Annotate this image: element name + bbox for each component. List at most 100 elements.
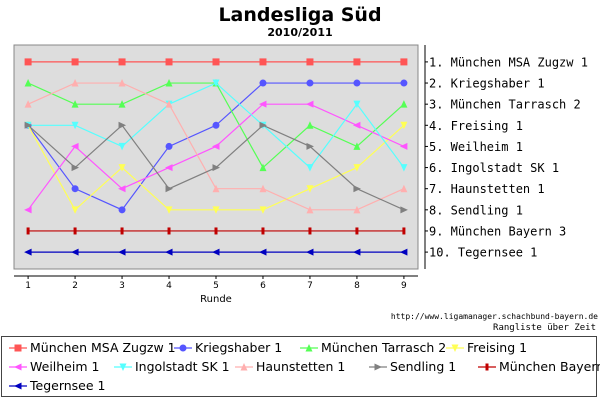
chart-subtitle: 2010/2011 [267, 26, 333, 39]
x-tick-label: 3 [119, 281, 125, 291]
data-point [120, 227, 124, 235]
legend-label: München Tarrasch 2 [321, 340, 447, 355]
data-point [400, 206, 408, 214]
source-url: http://www.ligamanager.schachbund-bayern… [390, 312, 598, 321]
data-point [73, 227, 77, 235]
y-tick-label: 6. Ingolstadt SK 1 [429, 161, 559, 175]
data-point [165, 58, 173, 66]
x-tick-label: 9 [401, 281, 407, 291]
data-point [118, 248, 126, 256]
legend-swatch-marker [179, 344, 187, 352]
data-point [400, 100, 408, 108]
data-point [399, 248, 408, 256]
legend-swatch-marker [374, 363, 382, 371]
line-chart: 1 2 3 4 5 6 7 8 9 1. München MSA Zugzw 1 2. Kriegs… [13, 44, 588, 305]
data-point [165, 185, 174, 193]
data-point [118, 121, 127, 129]
legend-swatch [300, 344, 318, 352]
legend-swatch-marker [14, 382, 22, 390]
series [26, 227, 406, 235]
data-point [353, 164, 361, 172]
data-point [165, 100, 173, 108]
legend-label: Freising 1 [467, 340, 528, 355]
legend-label: Weilheim 1 [30, 359, 100, 374]
legend-swatch [9, 363, 27, 371]
data-point [306, 58, 314, 66]
data-point [400, 58, 408, 66]
series [24, 79, 408, 214]
data-point [118, 79, 126, 87]
legend-swatch-marker [451, 344, 459, 352]
data-point [306, 205, 314, 214]
legend-swatch [9, 344, 27, 352]
data-point [165, 164, 173, 172]
series [24, 121, 408, 214]
data-point [306, 79, 314, 87]
data-point [118, 206, 126, 214]
data-point [259, 184, 267, 193]
data-point [212, 79, 220, 88]
data-point [118, 100, 126, 108]
data-point [308, 227, 312, 235]
x-tick-label: 7 [307, 281, 313, 291]
data-point [353, 205, 361, 214]
data-point [212, 164, 220, 172]
data-point [259, 163, 267, 172]
data-point [71, 100, 79, 108]
x-tick-label: 1 [25, 281, 31, 291]
legend-swatch-marker [485, 363, 489, 371]
data-point [167, 227, 171, 235]
y-tick-label: 2. Kriegshaber 1 [429, 77, 545, 91]
series [24, 248, 408, 256]
y-tick-label: 9. München Bayern 3 [429, 224, 566, 238]
legend-swatch-marker [14, 363, 22, 371]
data-point [71, 58, 79, 66]
legend-swatch [174, 344, 192, 352]
legend-label: München Bayern 3 [499, 359, 600, 374]
data-point [305, 248, 314, 256]
data-point [306, 121, 314, 129]
data-point [306, 185, 314, 193]
legend-label: München MSA Zugzw 1 [30, 340, 176, 355]
data-point [118, 58, 126, 66]
data-point [214, 227, 218, 235]
data-point [258, 248, 267, 256]
data-point [212, 142, 220, 150]
data-point [259, 206, 267, 214]
x-tick-label: 2 [72, 281, 78, 291]
y-tick-label: 1. München MSA Zugzw 1 [429, 55, 588, 69]
legend-swatch [478, 363, 496, 371]
data-point [71, 79, 79, 87]
data-point [24, 121, 33, 129]
data-point [259, 58, 267, 66]
data-point [212, 121, 220, 129]
legend-swatch-marker [305, 344, 313, 352]
legend-swatch [235, 363, 253, 371]
data-point [259, 121, 267, 129]
data-point [402, 227, 406, 235]
data-point [258, 100, 267, 108]
data-point [352, 248, 361, 256]
legend-swatch-marker [119, 363, 127, 371]
y-tick-label: 5. Weilheim 1 [429, 140, 523, 154]
data-point [400, 164, 408, 172]
data-point [400, 79, 408, 87]
legend-label: Tegernsee 1 [30, 378, 106, 393]
y-tick-label: 7. Haunstetten 1 [429, 182, 545, 196]
data-point [400, 121, 408, 130]
data-point [71, 206, 79, 214]
x-axis-label: Runde [200, 294, 232, 305]
x-tick-label: 8 [354, 281, 360, 291]
plot-area [13, 44, 419, 270]
series-layer [24, 58, 408, 256]
data-point [118, 164, 126, 172]
series [24, 100, 408, 214]
data-point [24, 58, 32, 66]
data-point [353, 142, 361, 150]
legend-label: Sendling 1 [390, 359, 457, 374]
data-point [71, 142, 79, 150]
legend-label: Ingolstadt SK 1 [135, 359, 230, 374]
data-point [212, 58, 220, 66]
y-tick-label: 8. Sendling 1 [429, 203, 523, 217]
data-point [212, 206, 220, 214]
